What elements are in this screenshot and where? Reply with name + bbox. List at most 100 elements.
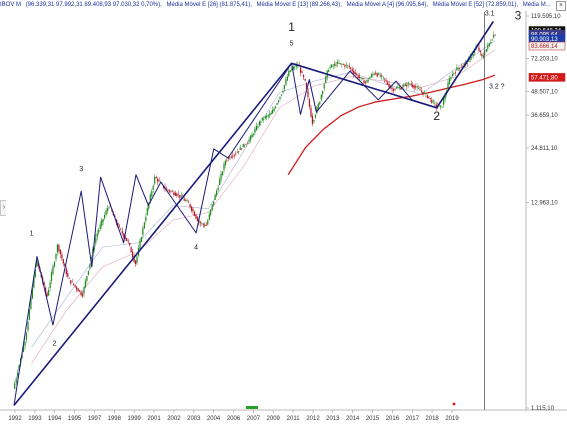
candle-body xyxy=(193,211,196,216)
price-badge-label: 83.666,14 xyxy=(531,44,558,50)
candle-body xyxy=(332,65,334,67)
candle-body xyxy=(252,134,255,135)
candle-body xyxy=(280,94,283,96)
price-badge xyxy=(528,41,566,51)
candle-body xyxy=(173,192,175,195)
candle-body xyxy=(394,88,396,90)
time-tick-label: 2007 xyxy=(247,416,261,422)
candle-body xyxy=(370,74,372,78)
candle-body xyxy=(77,288,79,292)
candle-body xyxy=(493,34,495,38)
price-badge xyxy=(528,73,566,82)
candle-body xyxy=(311,116,313,124)
candle-body xyxy=(432,100,434,102)
candle-body xyxy=(453,72,455,74)
candle-body xyxy=(140,237,143,242)
candle-body xyxy=(192,209,194,212)
candle-body xyxy=(205,225,207,226)
moving-average-line xyxy=(31,49,496,364)
candle-body xyxy=(201,223,203,224)
candle-body xyxy=(179,195,181,198)
candle-body xyxy=(350,67,352,69)
candle-body xyxy=(80,291,82,295)
candle-body xyxy=(48,290,50,296)
candle-body xyxy=(328,70,330,72)
candle-body xyxy=(264,116,266,119)
candle-body xyxy=(266,115,268,118)
candle-body xyxy=(62,259,64,264)
candle-body xyxy=(15,378,17,383)
wave-label: 1 xyxy=(288,20,295,34)
candle-body xyxy=(258,121,260,126)
price-tick-label: 12.963,10 xyxy=(531,200,558,206)
candle-body xyxy=(466,63,468,65)
candle-body xyxy=(199,222,201,224)
candle-body xyxy=(132,251,134,258)
candle-body xyxy=(235,153,237,155)
wave-label: 5 xyxy=(290,41,294,48)
wave-label: 3 xyxy=(79,166,83,173)
candle-body xyxy=(208,214,210,220)
candle-body xyxy=(257,126,259,128)
candle-body xyxy=(273,108,275,111)
candle-body xyxy=(333,63,336,66)
candle-body xyxy=(239,147,241,150)
price-badge-label: 57.471,80 xyxy=(531,76,558,82)
price-badges: 100.648,2496.095,6490.903,1383.666,1457.… xyxy=(528,26,566,82)
event-marker xyxy=(452,402,456,406)
candle-body xyxy=(226,159,228,161)
candle-body xyxy=(127,240,129,242)
candle-body xyxy=(27,322,29,331)
candle-body xyxy=(49,282,51,289)
candle-body xyxy=(272,110,274,114)
candle-body xyxy=(397,87,399,89)
candle-body xyxy=(186,200,188,202)
candle-body xyxy=(120,228,122,230)
candle-body xyxy=(379,75,381,77)
candle-body xyxy=(325,76,327,83)
candle-body xyxy=(323,84,325,89)
candle-body xyxy=(407,82,409,85)
candle-body xyxy=(313,120,315,122)
candle-body xyxy=(22,346,25,352)
candle-body xyxy=(335,64,337,66)
candle-body xyxy=(403,85,405,87)
candle-body xyxy=(376,73,378,77)
candle-body xyxy=(288,70,290,77)
candle-body xyxy=(269,113,271,116)
candle-body xyxy=(364,81,367,83)
candle-body xyxy=(247,143,249,144)
candle-body xyxy=(451,73,454,76)
candle-body xyxy=(472,54,474,56)
candle-body xyxy=(300,67,302,73)
candle-body xyxy=(254,129,256,133)
plot-area xyxy=(6,11,526,411)
time-tick-label: 2001 xyxy=(147,416,161,422)
candle-body xyxy=(204,224,206,227)
price-axis: 119.595,10 72.203,10 48.507,10 36.659,10 24.… xyxy=(526,14,561,412)
candle-body xyxy=(387,82,389,85)
indicator-header: IBOV M (96.339,31 97.992,31 89.408,93 97… xyxy=(0,0,567,10)
candle-body xyxy=(361,78,364,80)
candle-body xyxy=(188,202,190,203)
candle-body xyxy=(428,96,430,98)
candle-body xyxy=(375,72,377,75)
candle-body xyxy=(241,148,243,150)
candle-body xyxy=(342,64,344,66)
candle-body xyxy=(158,180,160,181)
time-axis: 1992 1993 1994 1995 1997 1998 1999 2001 2002 2003… xyxy=(8,410,459,422)
candle-body xyxy=(33,277,35,288)
candle-body xyxy=(263,119,265,120)
candle-body xyxy=(438,105,440,107)
wave-label: 1 xyxy=(30,231,34,238)
candle-body xyxy=(229,157,231,159)
candle-body xyxy=(152,185,154,190)
close-icon[interactable]: × xyxy=(556,1,566,11)
candle-body xyxy=(485,49,487,52)
time-tick-label: 2004 xyxy=(207,416,221,422)
candle-body xyxy=(248,139,250,142)
candle-body xyxy=(292,67,294,70)
time-scroll-thumb[interactable] xyxy=(246,406,258,409)
candle-body xyxy=(260,121,262,123)
